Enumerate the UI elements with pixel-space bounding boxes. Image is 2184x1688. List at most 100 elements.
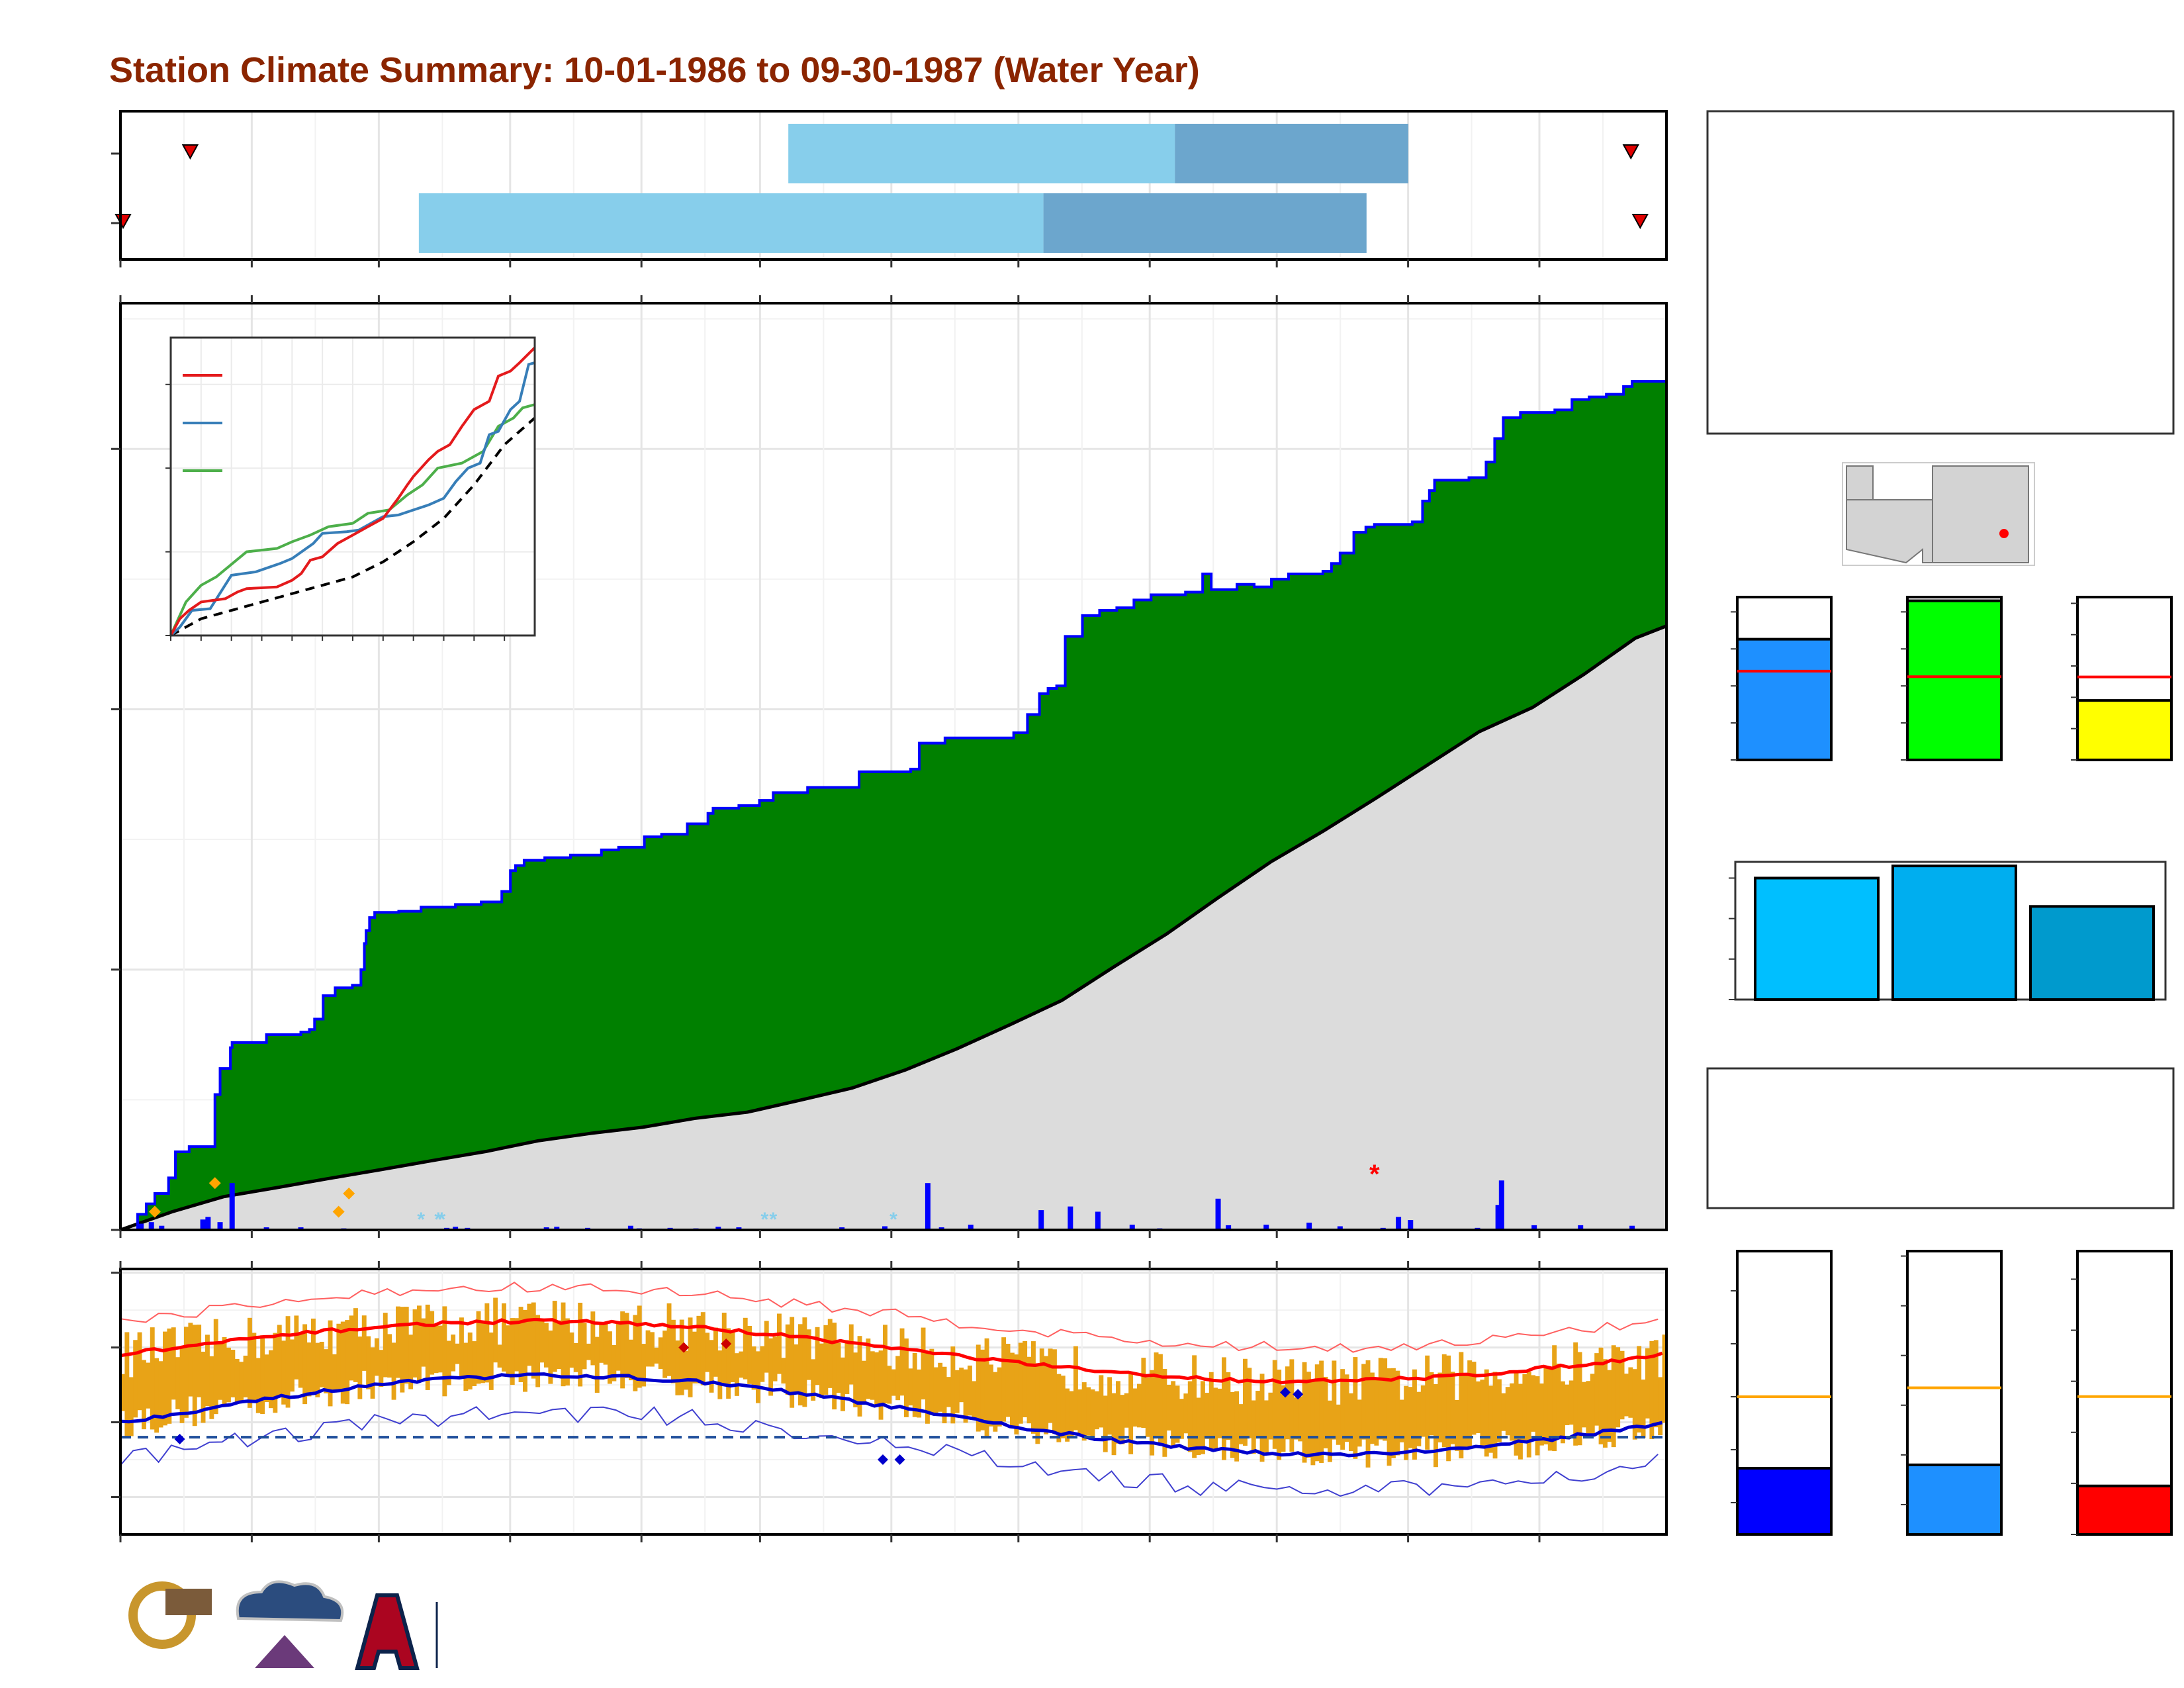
daily-temp-bar (188, 1323, 193, 1397)
daily-precip-bar (1068, 1206, 1073, 1230)
daily-temp-bar (243, 1355, 248, 1397)
daily-temp-bar (658, 1337, 663, 1369)
daily-temp-bar (1035, 1363, 1040, 1444)
daily-precip-bar (968, 1225, 974, 1230)
daily-temp-bar (1187, 1381, 1193, 1452)
daily-temp-bar (781, 1358, 786, 1384)
daily-temp-bar (671, 1319, 676, 1383)
daily-temp-bar (650, 1332, 655, 1367)
temp-summary-bars (1731, 1250, 2173, 1536)
daily-temp-bar (768, 1338, 774, 1396)
average-precip-line (120, 624, 1667, 1232)
normal-min-line (120, 1372, 1663, 1458)
daily-temp-bar (1052, 1349, 1057, 1434)
daily-temp-bar (332, 1354, 337, 1393)
daily-temp-bar (862, 1360, 866, 1405)
snow-marker-icon: * (434, 1209, 442, 1231)
daily-temp-bar (756, 1351, 760, 1403)
daily-temp-bar (908, 1368, 913, 1406)
daily-temp-bar (760, 1346, 765, 1382)
daily-temp-bar (1010, 1352, 1015, 1426)
daily-temp-bar (146, 1362, 151, 1409)
daily-temp-bar (239, 1362, 244, 1402)
daily-temp-bar (1289, 1359, 1295, 1452)
daily-temp-bar (1065, 1388, 1070, 1442)
inset-avg-line (170, 416, 536, 637)
daily-temp-bar (832, 1323, 837, 1410)
dry-spells-box (1706, 1067, 2175, 1209)
record-marker-icon (332, 1205, 345, 1218)
daily-temp-bar (375, 1338, 379, 1376)
daily-temp-bar (201, 1351, 206, 1423)
daily-temp-bar (629, 1339, 633, 1381)
daily-temp-bar (179, 1346, 185, 1423)
daily-temp-bar (361, 1315, 367, 1371)
daily-temp-bar (1285, 1366, 1290, 1440)
daily-temp-bar (213, 1319, 218, 1415)
daily-temp-bar (1416, 1391, 1422, 1446)
daily-temp-bar (1060, 1376, 1066, 1438)
record-low-marker-icon (174, 1433, 185, 1444)
daily-temp-bar (578, 1302, 583, 1387)
inset-series-1987-line (169, 361, 535, 637)
daily-temp-bar (1582, 1382, 1586, 1428)
daily-temp-bar (878, 1350, 884, 1420)
daily-precip-bar (1215, 1198, 1221, 1230)
daily-temp-bar (1259, 1374, 1265, 1462)
logos (128, 1580, 438, 1670)
daily-temp-bar (1387, 1368, 1392, 1466)
daily-temp-bar (502, 1303, 506, 1372)
daily-precip-bar (1629, 1225, 1635, 1230)
daily-temp-bar (1222, 1357, 1226, 1460)
daily-temp-bar (264, 1354, 269, 1403)
daily-temp-bar (484, 1303, 490, 1383)
daily-precip-bar (229, 1183, 235, 1230)
daily-temp-bar (455, 1343, 460, 1364)
daily-precip-bar (1498, 1180, 1504, 1230)
daily-temp-bar (1014, 1354, 1019, 1434)
daily-temp-bar (684, 1350, 689, 1390)
daily-temp-bar (675, 1340, 680, 1395)
temp-summary-bar (1736, 1467, 1833, 1536)
daily-temp-bar (154, 1358, 159, 1433)
daily-temp-bar (1255, 1391, 1261, 1439)
cumulative-precip-line (120, 379, 1668, 1231)
event-bar (1891, 865, 2017, 1002)
daily-temp-bar (612, 1344, 617, 1382)
daily-temp-bar (120, 1374, 125, 1411)
daily-temp-bar (963, 1369, 968, 1423)
daily-temp-bar (1340, 1369, 1345, 1450)
record-high-marker-icon (678, 1342, 690, 1353)
temp-summary-bar (2076, 1484, 2173, 1536)
daily-temp-bar (1048, 1348, 1053, 1423)
daily-temp-bar (1628, 1367, 1633, 1418)
daily-temp-bar (777, 1313, 782, 1374)
daily-temp-bar (1302, 1362, 1307, 1463)
daily-temp-bar (1561, 1381, 1565, 1444)
daily-temp-bar (1077, 1389, 1083, 1436)
daily-temp-bar (1201, 1381, 1205, 1454)
daily-precip-bar (1578, 1225, 1584, 1230)
daily-temp-bar (192, 1325, 197, 1427)
daily-temp-bar (1005, 1344, 1011, 1417)
daily-temp-bar (1632, 1369, 1637, 1440)
daily-temp-bar (1488, 1385, 1494, 1453)
timing-bar-upper (1043, 193, 1367, 253)
daily-temp-bar (467, 1332, 473, 1389)
daily-temp-bar (692, 1331, 697, 1383)
daily-temp-bar (1531, 1375, 1536, 1432)
inset-series-1958-line (169, 346, 536, 636)
daily-temp-bar (463, 1342, 469, 1391)
daily-temp-bar (1230, 1391, 1235, 1458)
daily-temp-bar (938, 1362, 943, 1412)
daily-temp-bar (772, 1336, 778, 1382)
timing-panel-border (119, 110, 1668, 261)
daily-temp-bar (637, 1305, 642, 1388)
daily-temp-bar (1399, 1399, 1404, 1442)
daily-temp-bar (1141, 1358, 1146, 1429)
daily-temp-bar (679, 1319, 684, 1395)
daily-temp-bar (1370, 1372, 1375, 1444)
daily-temp-bar (1645, 1348, 1650, 1419)
daily-precip-bar (148, 1222, 154, 1230)
